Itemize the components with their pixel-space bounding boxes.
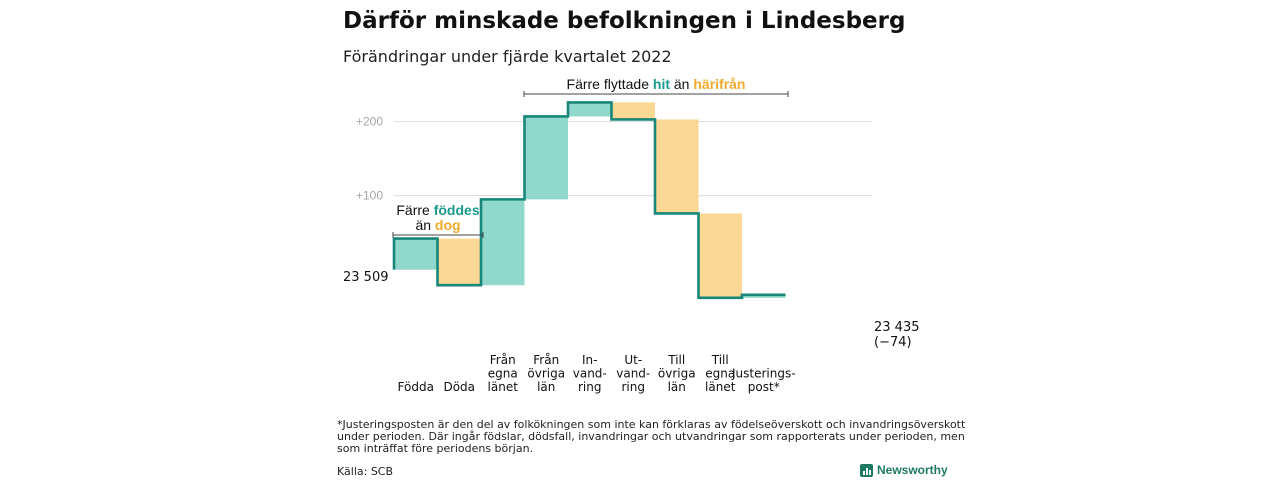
waterfall-bar bbox=[698, 213, 742, 298]
birth-annotation: Färre föddes än dog bbox=[392, 202, 484, 238]
chart-title: Därför minskade befolkningen i Lindesber… bbox=[343, 8, 905, 34]
category-label: Till bbox=[711, 353, 729, 367]
newsworthy-wordmark: Newsworthy bbox=[877, 463, 948, 477]
running-total-line bbox=[392, 101, 786, 300]
category-label: övriga bbox=[527, 367, 565, 381]
running-total-line bbox=[392, 101, 786, 300]
footnote-line: som inträffat före periodens början. bbox=[337, 442, 533, 455]
category-label: ring bbox=[578, 380, 602, 394]
start-value-label: 23 509 bbox=[343, 270, 389, 285]
category-label: Födda bbox=[398, 380, 434, 394]
waterfall-bar bbox=[742, 294, 786, 298]
category-label: vand- bbox=[573, 367, 607, 381]
migration-annotation-text: Färre flyttade hit än härifrån bbox=[567, 76, 746, 92]
waterfall-bar bbox=[524, 116, 568, 200]
category-label: övriga bbox=[658, 367, 696, 381]
footnote-line: under perioden. Där ingår födslar, dödsf… bbox=[337, 430, 965, 443]
category-label: Justerings- bbox=[731, 367, 796, 381]
waterfall-bar bbox=[611, 102, 655, 120]
source-label: Källa: SCB bbox=[337, 465, 393, 478]
newsworthy-logo: Newsworthy bbox=[860, 463, 948, 477]
y-tick-label: +100 bbox=[356, 189, 383, 203]
waterfall-bar bbox=[394, 238, 438, 270]
category-label: Till bbox=[667, 353, 685, 367]
waterfall-bar bbox=[481, 199, 525, 286]
category-label: länet bbox=[488, 380, 519, 394]
footnote: *Justeringsposten är den del av folkökni… bbox=[337, 418, 966, 455]
category-label: Döda bbox=[443, 380, 475, 394]
migration-annotation: Färre flyttade hit än härifrån bbox=[523, 76, 789, 97]
waterfall-bar bbox=[655, 119, 699, 214]
bars bbox=[394, 102, 786, 298]
category-label: Från bbox=[533, 353, 559, 367]
category-label: län bbox=[537, 380, 555, 394]
category-label: vand- bbox=[616, 367, 650, 381]
category-label: ring bbox=[622, 380, 646, 394]
category-label: Från bbox=[490, 353, 516, 367]
category-label: egna bbox=[488, 367, 518, 381]
category-label: post* bbox=[748, 380, 780, 394]
waterfall-bar bbox=[568, 102, 612, 117]
gridlines: +100 +200 bbox=[356, 115, 872, 203]
waterfall-bar bbox=[437, 238, 481, 286]
end-change-label: (−74) bbox=[874, 335, 912, 350]
footnote-line: *Justeringsposten är den del av folkökni… bbox=[337, 418, 966, 431]
chart-subtitle: Förändringar under fjärde kvartalet 2022 bbox=[343, 47, 672, 66]
category-label: egna bbox=[705, 367, 735, 381]
category-label: län bbox=[668, 380, 686, 394]
end-value-label: 23 435 bbox=[874, 320, 920, 335]
birth-annotation-line1: Färre föddes bbox=[396, 202, 479, 218]
category-label: Ut- bbox=[624, 353, 642, 367]
category-labels: Födda DödaFrånegnalänetFrånövrigalänIn-va… bbox=[398, 353, 796, 394]
category-label: In- bbox=[582, 353, 597, 367]
category-label: länet bbox=[705, 380, 736, 394]
birth-annotation-line2: än dog bbox=[415, 217, 460, 233]
y-tick-label: +200 bbox=[356, 115, 383, 129]
